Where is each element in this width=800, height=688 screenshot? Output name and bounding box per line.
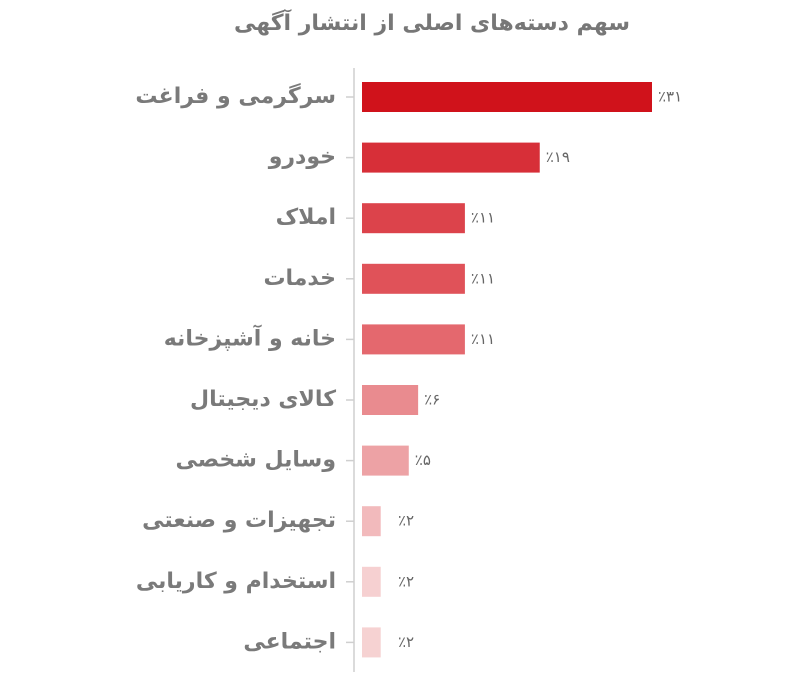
value-label: ٪۱۹	[546, 148, 570, 166]
value-label: ٪۵	[415, 451, 431, 469]
category-label: خدمات	[263, 266, 336, 291]
value-label: ٪۲	[398, 633, 414, 651]
category-label: خودرو	[268, 145, 336, 170]
bar	[362, 385, 419, 415]
chart-title: سهم دسته‌های اصلی از انتشار آگهی	[234, 8, 630, 36]
category-label: وسایل شخصی	[175, 448, 336, 473]
bar	[362, 324, 465, 355]
bar	[362, 203, 465, 234]
value-label: ٪۱۱	[471, 269, 495, 287]
category-label: استخدام و کاریابی	[136, 569, 336, 594]
category-label: اجتماعی	[243, 629, 336, 654]
value-label: ٪۲	[398, 572, 414, 590]
category-label: سرگرمی و فراغت	[135, 82, 336, 109]
category-label: کالای دیجیتال	[190, 387, 336, 412]
category-label: املاک	[276, 205, 336, 230]
bar	[362, 506, 381, 537]
value-label: ٪۲	[398, 512, 414, 530]
category-label: تجهیزات و صنعتی	[142, 508, 336, 533]
bar	[362, 627, 381, 658]
bar	[362, 142, 540, 173]
bar	[362, 445, 409, 476]
category-label: خانه و آشپزخانه	[164, 323, 336, 351]
value-label: ٪۶	[424, 391, 440, 409]
bar	[362, 566, 381, 597]
value-label: ٪۱۱	[471, 209, 495, 227]
bar	[362, 82, 652, 112]
value-label: ٪۱۱	[471, 330, 495, 348]
value-label: ٪۳۱	[658, 88, 682, 106]
bar	[362, 263, 465, 294]
